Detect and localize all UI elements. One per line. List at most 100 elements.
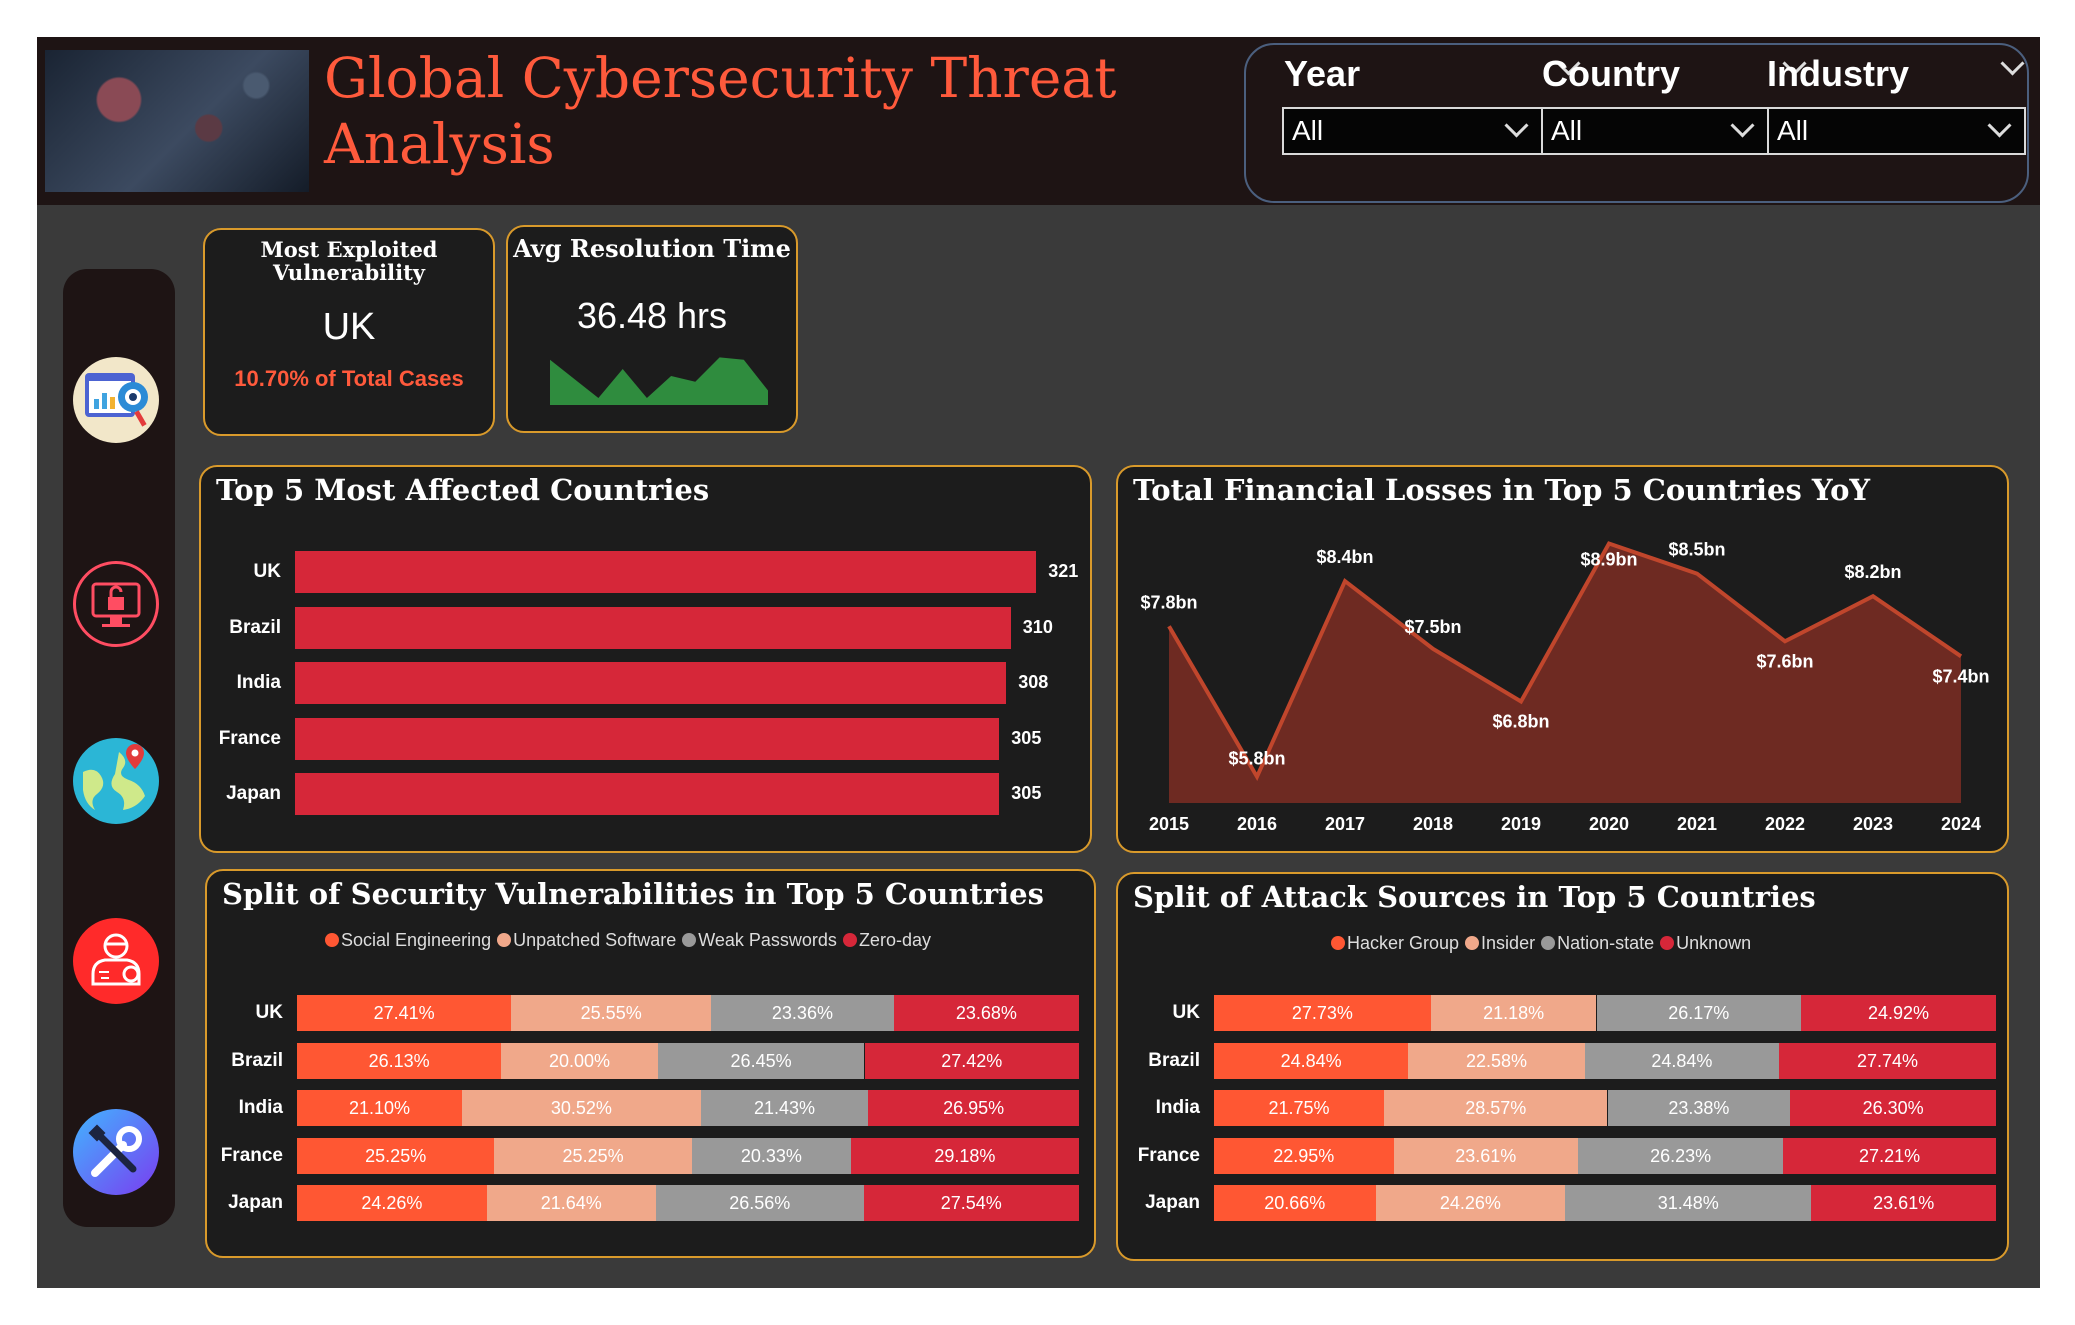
- legend-label: Hacker Group: [1347, 933, 1460, 953]
- kpi-resolution-card: Avg Resolution Time 36.48 hrs: [506, 225, 798, 433]
- data-label: $8.5bn: [1668, 540, 1725, 560]
- bar-value-label: 321: [1048, 561, 1079, 581]
- bar-segment: 26.56%: [655, 1185, 864, 1221]
- year-dropdown-value: All: [1292, 115, 1324, 146]
- bar-value-label: 305: [1011, 727, 1042, 748]
- legend-item[interactable]: Weak Passwords: [682, 930, 837, 950]
- stacked-bar-row: 24.84% 22.58% 24.84% 27.74%: [1214, 1042, 1996, 1079]
- row-label: France: [1137, 1144, 1200, 1166]
- bar: [295, 551, 1037, 593]
- legend-dot: [325, 933, 339, 947]
- bar-segment: 24.84%: [1214, 1042, 1409, 1079]
- stacked-bar-row: 25.25% 25.25% 20.33% 29.18%: [297, 1137, 1079, 1174]
- row-label: Brazil: [229, 616, 281, 638]
- tools-icon[interactable]: [73, 1109, 159, 1195]
- bar-segment: 21.43%: [700, 1090, 869, 1126]
- row-label: Brazil: [1148, 1049, 1200, 1071]
- bar-segment: 21.18%: [1430, 995, 1597, 1031]
- legend-item[interactable]: Unpatched Software: [497, 930, 676, 950]
- dashboard: Global Cybersecurity Threat Analysis Yea…: [37, 37, 2040, 1288]
- x-tick-label: 2018: [1413, 814, 1453, 834]
- legend-dot: [1331, 936, 1345, 950]
- kpi-subtext: 10.70% of Total Cases: [234, 366, 464, 391]
- row-label: Japan: [228, 1192, 283, 1213]
- stacked-bar-row: 27.41% 25.55% 23.36% 23.68%: [297, 995, 1079, 1031]
- country-dropdown[interactable]: All: [1541, 107, 1769, 155]
- data-label: $5.8bn: [1228, 749, 1285, 769]
- chart-legend: Hacker Group Insider Nation-state Unknown: [1331, 933, 1757, 954]
- row-label: UK: [253, 561, 281, 582]
- page-title: Global Cybersecurity Threat Analysis: [324, 45, 1116, 177]
- bar-segment: 22.58%: [1408, 1042, 1585, 1079]
- bar-segment: 27.21%: [1783, 1137, 1996, 1174]
- legend-label: Insider: [1481, 933, 1536, 953]
- monitor-lock-icon[interactable]: [73, 561, 159, 647]
- row-label: India: [236, 672, 281, 693]
- dashboard-eye-icon[interactable]: [73, 357, 159, 443]
- legend-label: Weak Passwords: [698, 930, 837, 950]
- hacker-icon[interactable]: [73, 918, 159, 1004]
- chart-title: Split of Attack Sources in Top 5 Countri…: [1133, 880, 1816, 914]
- x-tick-label: 2021: [1677, 814, 1717, 834]
- chevron-down-icon: [1987, 113, 2012, 138]
- vulnerabilities-card: Split of Security Vulnerabilities in Top…: [205, 869, 1096, 1258]
- bar-segment: 22.95%: [1214, 1137, 1394, 1174]
- series-line: [1167, 541, 1963, 782]
- data-label: $7.4bn: [1932, 666, 1989, 686]
- bar: [295, 773, 1000, 815]
- kpi-value: UK: [322, 306, 376, 348]
- kpi-value: 36.48 hrs: [576, 295, 728, 336]
- bar-segment: 29.18%: [850, 1137, 1079, 1174]
- bar: [295, 606, 1011, 649]
- chevron-down-icon[interactable]: [2000, 51, 2025, 76]
- row-label: UK: [1172, 1002, 1200, 1023]
- financial-losses-area-chart: $7.8bn 2015 $5.8bn 2016 $8.4bn 2017 $7.5bn 2018…: [1140, 540, 1989, 834]
- legend-dot: [1541, 936, 1556, 950]
- legend-item[interactable]: Social Engineering: [325, 930, 491, 950]
- bar-segment: 24.26%: [297, 1185, 487, 1221]
- legend-item[interactable]: Zero-day: [842, 930, 931, 950]
- legend-item[interactable]: Nation-state: [1541, 933, 1654, 953]
- bar-value-label: 305: [1011, 783, 1042, 803]
- x-tick-label: 2023: [1853, 814, 1893, 834]
- bar-segment: 27.74%: [1779, 1042, 1996, 1079]
- row-label: Japan: [226, 783, 281, 804]
- bar-segment: 31.48%: [1565, 1185, 1812, 1221]
- row-label: India: [1155, 1097, 1200, 1118]
- legend-label: Unknown: [1676, 933, 1752, 953]
- bar-segment: 23.61%: [1393, 1137, 1579, 1174]
- chart-title: Total Financial Losses in Top 5 Countrie…: [1133, 473, 1871, 507]
- chevron-down-icon: [1504, 113, 1529, 138]
- kpi-title-line-2: Vulnerability: [272, 260, 425, 285]
- bar-segment: 27.42%: [864, 1042, 1079, 1079]
- legend-label: Social Engineering: [341, 930, 492, 950]
- bar: [295, 717, 1000, 760]
- x-tick-label: 2016: [1237, 814, 1277, 834]
- chart-legend: Social Engineering Unpatched Software Weak…: [325, 930, 937, 951]
- legend-item[interactable]: Hacker Group: [1331, 933, 1459, 953]
- kpi-title: Avg Resolution Time: [513, 234, 791, 263]
- country-dropdown-value: All: [1551, 115, 1583, 146]
- bar-segment: 20.66%: [1214, 1185, 1376, 1221]
- bar-segment: 23.68%: [893, 995, 1079, 1031]
- globe-pin-icon[interactable]: [73, 738, 159, 824]
- stacked-bar-row: 21.75% 28.57% 23.38% 26.30%: [1214, 1090, 1996, 1126]
- legend-item[interactable]: Insider: [1465, 933, 1535, 953]
- bar-value-label: 310: [1022, 616, 1053, 637]
- x-tick-label: 2019: [1501, 814, 1541, 834]
- industry-dropdown-value: All: [1777, 115, 1809, 146]
- legend-label: Zero-day: [858, 930, 931, 950]
- x-tick-label: 2017: [1325, 814, 1365, 834]
- industry-dropdown[interactable]: All: [1767, 107, 2026, 155]
- bar-segment: 23.38%: [1607, 1090, 1791, 1126]
- data-label: $8.4bn: [1316, 547, 1373, 567]
- stacked-bar-row: 26.13% 20.00% 26.45% 27.42%: [297, 1042, 1079, 1079]
- resolution-sparkline: [550, 357, 768, 405]
- bar-segment: 21.75%: [1214, 1090, 1385, 1126]
- legend-item[interactable]: Unknown: [1660, 933, 1751, 953]
- data-label: $8.9bn: [1580, 550, 1637, 570]
- year-dropdown[interactable]: All: [1282, 107, 1543, 155]
- bar: [295, 662, 1007, 704]
- year-filter-label: Year: [1284, 53, 1361, 94]
- bar-segment: 24.84%: [1584, 1042, 1779, 1079]
